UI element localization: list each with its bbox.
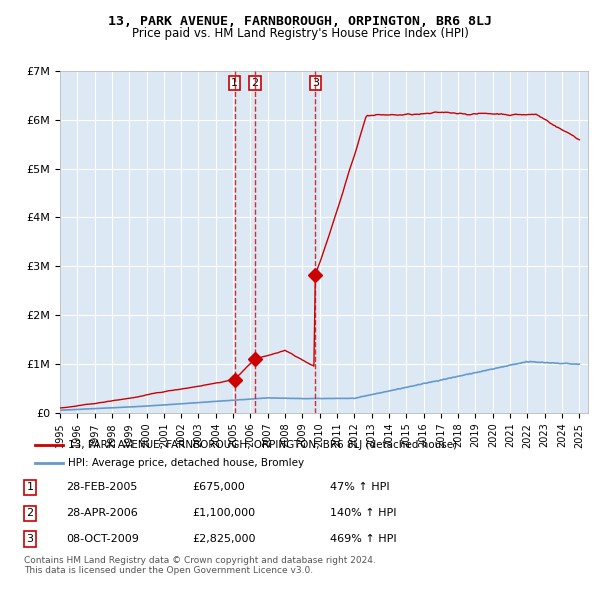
Text: 2: 2 [251,78,259,88]
Text: £2,825,000: £2,825,000 [192,535,256,544]
Text: 08-OCT-2009: 08-OCT-2009 [66,535,139,544]
Text: 13, PARK AVENUE, FARNBOROUGH, ORPINGTON, BR6 8LJ: 13, PARK AVENUE, FARNBOROUGH, ORPINGTON,… [108,15,492,28]
Text: 28-FEB-2005: 28-FEB-2005 [66,483,137,492]
Text: Price paid vs. HM Land Registry's House Price Index (HPI): Price paid vs. HM Land Registry's House … [131,27,469,40]
Text: HPI: Average price, detached house, Bromley: HPI: Average price, detached house, Brom… [68,458,304,468]
Text: 13, PARK AVENUE, FARNBOROUGH, ORPINGTON, BR6 8LJ (detached house): 13, PARK AVENUE, FARNBOROUGH, ORPINGTON,… [68,440,457,450]
Text: Contains HM Land Registry data © Crown copyright and database right 2024.
This d: Contains HM Land Registry data © Crown c… [24,556,376,575]
Text: £675,000: £675,000 [192,483,245,492]
Text: 2: 2 [26,509,34,518]
Text: 1: 1 [231,78,238,88]
Text: 1: 1 [26,483,34,492]
Text: 28-APR-2006: 28-APR-2006 [66,509,138,518]
Text: 47% ↑ HPI: 47% ↑ HPI [330,483,389,492]
Text: 3: 3 [26,535,34,544]
Text: 140% ↑ HPI: 140% ↑ HPI [330,509,397,518]
Text: £1,100,000: £1,100,000 [192,509,255,518]
Text: 469% ↑ HPI: 469% ↑ HPI [330,535,397,544]
Text: 3: 3 [312,78,319,88]
